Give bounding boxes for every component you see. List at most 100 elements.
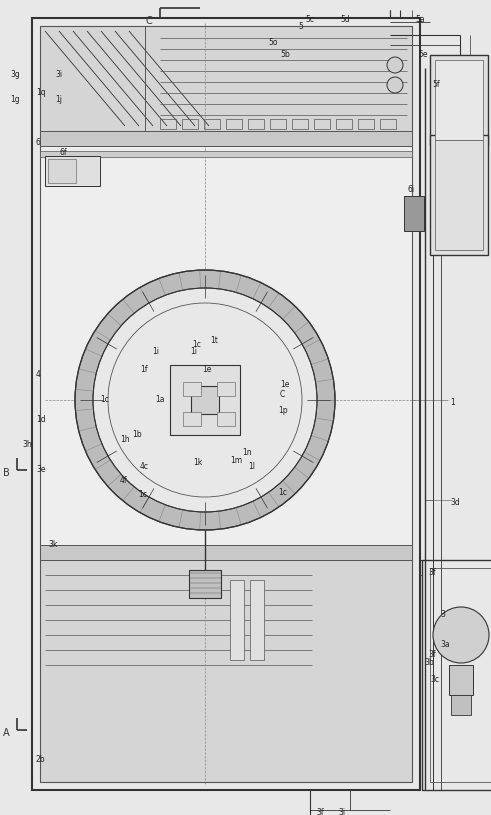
Text: 1p: 1p bbox=[278, 406, 288, 415]
Bar bbox=[133, 133, 147, 144]
Bar bbox=[265, 547, 279, 558]
Bar bbox=[40, 26, 412, 782]
Bar bbox=[183, 412, 201, 426]
Bar bbox=[270, 119, 286, 129]
Text: 1: 1 bbox=[450, 398, 455, 407]
Bar bbox=[111, 547, 125, 558]
Bar bbox=[177, 133, 191, 144]
Text: 1c: 1c bbox=[192, 340, 201, 349]
Bar bbox=[397, 133, 411, 144]
Bar bbox=[155, 547, 169, 558]
Text: 1j: 1j bbox=[55, 95, 62, 104]
Bar bbox=[160, 119, 176, 129]
Text: 1c: 1c bbox=[278, 488, 287, 497]
Bar bbox=[67, 547, 81, 558]
Text: 1t: 1t bbox=[210, 336, 218, 345]
Bar bbox=[309, 133, 323, 144]
Bar bbox=[40, 545, 412, 560]
Bar bbox=[89, 133, 103, 144]
Text: 6: 6 bbox=[36, 138, 41, 147]
Text: 1e: 1e bbox=[280, 380, 289, 389]
Text: 1i: 1i bbox=[190, 347, 197, 356]
Bar bbox=[397, 547, 411, 558]
Text: 1e: 1e bbox=[202, 365, 211, 374]
Bar bbox=[133, 547, 147, 558]
Bar bbox=[331, 547, 345, 558]
Bar bbox=[40, 560, 412, 782]
Bar bbox=[221, 547, 235, 558]
Bar bbox=[435, 140, 483, 250]
Bar bbox=[48, 159, 76, 183]
Bar bbox=[45, 547, 59, 558]
Bar bbox=[422, 560, 491, 790]
Ellipse shape bbox=[75, 270, 335, 530]
Text: 5b: 5b bbox=[280, 50, 290, 59]
Text: 1g: 1g bbox=[10, 95, 20, 104]
Text: 3j: 3j bbox=[338, 808, 345, 815]
Bar bbox=[89, 547, 103, 558]
Bar bbox=[155, 133, 169, 144]
Text: 3g: 3g bbox=[10, 70, 20, 79]
Text: 1n: 1n bbox=[242, 448, 251, 457]
Circle shape bbox=[433, 607, 489, 663]
Text: 3h: 3h bbox=[22, 440, 32, 449]
Bar bbox=[40, 131, 412, 146]
Bar bbox=[32, 18, 420, 790]
Bar bbox=[435, 60, 483, 140]
Text: 1h: 1h bbox=[120, 435, 130, 444]
Text: 5a: 5a bbox=[415, 15, 425, 24]
Bar bbox=[430, 55, 488, 145]
Text: 1k: 1k bbox=[193, 458, 202, 467]
Text: 1f: 1f bbox=[140, 365, 147, 374]
Bar bbox=[40, 26, 412, 131]
Text: 1c: 1c bbox=[138, 490, 147, 499]
Bar bbox=[217, 412, 235, 426]
Text: 1b: 1b bbox=[132, 430, 141, 439]
Bar bbox=[404, 196, 424, 231]
Bar bbox=[170, 365, 240, 435]
Bar bbox=[430, 568, 491, 782]
Bar bbox=[111, 133, 125, 144]
Bar bbox=[221, 133, 235, 144]
Bar bbox=[45, 156, 100, 186]
Text: 5e: 5e bbox=[418, 50, 428, 59]
Bar bbox=[45, 133, 59, 144]
Text: 4: 4 bbox=[36, 370, 41, 379]
Text: 1q: 1q bbox=[36, 88, 46, 97]
Bar bbox=[430, 135, 488, 255]
Text: C: C bbox=[145, 16, 152, 26]
Bar bbox=[226, 119, 242, 129]
Text: 4f: 4f bbox=[120, 476, 128, 485]
Bar bbox=[353, 133, 367, 144]
Bar bbox=[287, 547, 301, 558]
Bar bbox=[182, 119, 198, 129]
Text: 6f: 6f bbox=[60, 148, 68, 157]
Bar bbox=[230, 580, 244, 660]
Text: 1a: 1a bbox=[155, 395, 164, 404]
Text: 5c: 5c bbox=[305, 15, 314, 24]
Bar bbox=[375, 133, 389, 144]
Bar bbox=[40, 146, 412, 545]
Text: 4c: 4c bbox=[140, 462, 149, 471]
Bar bbox=[353, 547, 367, 558]
Bar bbox=[189, 570, 221, 598]
Text: 5: 5 bbox=[298, 22, 303, 31]
Bar bbox=[451, 695, 471, 715]
Text: 1d: 1d bbox=[36, 415, 46, 424]
Bar bbox=[336, 119, 352, 129]
Text: 1i: 1i bbox=[152, 347, 159, 356]
Bar bbox=[199, 133, 213, 144]
Circle shape bbox=[387, 57, 403, 73]
Bar bbox=[40, 151, 412, 157]
Text: 3i: 3i bbox=[55, 70, 62, 79]
Text: 3k: 3k bbox=[48, 540, 57, 549]
Bar bbox=[191, 386, 219, 414]
Text: 5d: 5d bbox=[340, 15, 350, 24]
Text: C: C bbox=[280, 390, 285, 399]
Bar bbox=[449, 665, 473, 695]
Text: 5f: 5f bbox=[432, 80, 439, 89]
Bar bbox=[183, 382, 201, 396]
Text: 3b: 3b bbox=[424, 658, 434, 667]
Text: 3d: 3d bbox=[450, 498, 460, 507]
Text: A: A bbox=[3, 728, 10, 738]
